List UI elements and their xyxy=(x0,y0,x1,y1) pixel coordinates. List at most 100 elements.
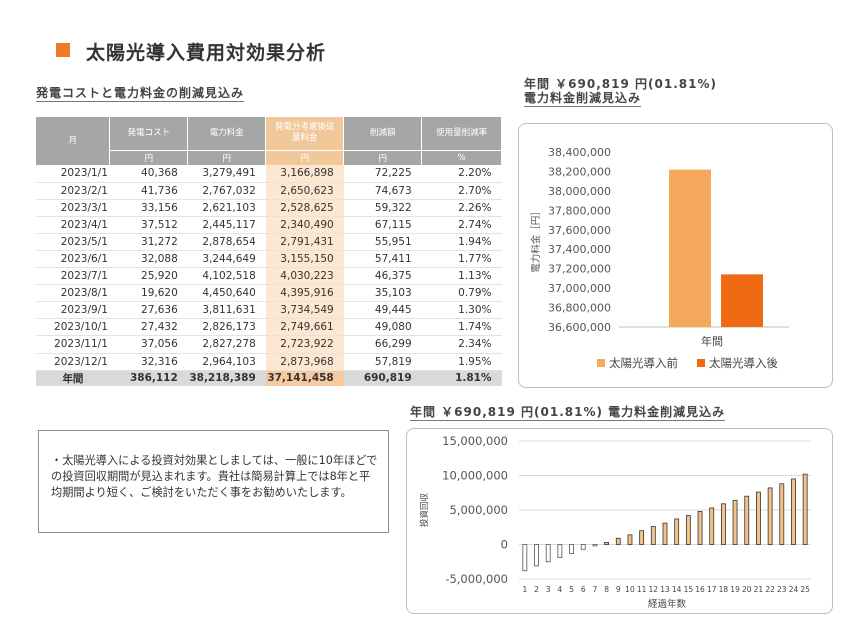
table-cell: 66,299 xyxy=(343,335,422,354)
payback-bar xyxy=(557,544,563,559)
payback-bar xyxy=(791,478,796,545)
bar-after xyxy=(721,274,763,327)
x-tick-label: 19 xyxy=(730,585,740,594)
unit-cell: 円 xyxy=(109,149,189,165)
month-cell: 2023/4/1 xyxy=(36,216,110,234)
table-cell: 3,166,898 xyxy=(265,165,344,183)
legend-label: 太陽光導入前 xyxy=(609,356,678,370)
col-header-power-fee: 電力料金 xyxy=(187,117,267,150)
payback-bar xyxy=(604,542,610,545)
table-row: 2023/8/1 19,620 4,450,640 4,395,916 35,103 0.… xyxy=(36,284,502,303)
table-row: 2023/4/1 37,512 2,445,117 2,340,490 67,115 2.… xyxy=(36,216,502,234)
table-cell: 1.94% xyxy=(421,233,502,251)
table-row: 2023/11/1 37,056 2,827,278 2,723,922 66,299 2… xyxy=(36,335,502,354)
table-row: 2023/5/1 31,272 2,878,654 2,791,431 55,951 1.… xyxy=(36,233,502,251)
x-tick-label: 24 xyxy=(789,585,799,594)
col-header-adjusted-fee-line1: 発電分考慮後従 xyxy=(275,122,335,133)
payback-bar xyxy=(592,544,598,547)
payback-chart-title: 年間 ￥690,819 円(01.81%) 電力料金削減見込み xyxy=(410,405,726,421)
table-header-row: 月 発電コスト 電力料金 発電分考慮後従 量料金 削減額 使用量削減率 xyxy=(36,117,502,165)
title-accent-square xyxy=(56,43,70,57)
table-total-row: 年間 386,112 38,218,389 37,141,458 690,819 1.81… xyxy=(36,370,502,387)
table-cell: 57,411 xyxy=(343,250,422,269)
table-cell: 37,141,458 xyxy=(265,370,344,387)
y-axis-title: 電力料金［円］ xyxy=(530,206,542,273)
y-tick-label: 38,400,000 xyxy=(548,146,611,159)
table-cell: 1.13% xyxy=(421,267,502,286)
table-units-row: 円 円 円 円 % xyxy=(36,149,502,165)
month-cell: 2023/11/1 xyxy=(36,335,110,354)
table-cell: 4,450,640 xyxy=(187,284,266,303)
table-cell: 2,650,623 xyxy=(265,182,344,200)
savings-table: 月 発電コスト 電力料金 発電分考慮後従 量料金 削減額 使用量削減率 円 円 円… xyxy=(36,117,502,387)
payback-bar xyxy=(580,544,586,550)
y-tick-label: 0 xyxy=(501,538,508,552)
table-cell: 2,340,490 xyxy=(265,216,344,234)
bar-chart-title: 年間 ￥690,819 円(01.81%) xyxy=(524,77,717,91)
table-cell: 35,103 xyxy=(343,284,422,303)
payback-bar xyxy=(569,544,574,554)
payback-chart-panel: -5,000,000 0 5,000,000 10,000,000 15,000,000… xyxy=(406,428,833,614)
x-tick-label: 25 xyxy=(800,585,810,594)
payback-chart: -5,000,000 0 5,000,000 10,000,000 15,000,000… xyxy=(419,434,811,610)
table-cell: 2,878,654 xyxy=(187,233,266,251)
table-cell: 74,673 xyxy=(343,182,422,200)
month-cell: 2023/3/1 xyxy=(36,199,110,217)
table-cell: 41,736 xyxy=(109,182,188,200)
bar-chart-subtitle: 電力料金削減見込み xyxy=(524,91,642,107)
table-row: 2023/9/1 27,636 3,811,631 3,734,549 49,445 1.… xyxy=(36,301,502,320)
table-cell: 27,636 xyxy=(109,301,188,320)
table-cell: 1.95% xyxy=(421,353,502,371)
x-tick-label: 9 xyxy=(616,585,621,594)
table-cell: 3,279,491 xyxy=(187,165,266,183)
y-tick-label: 36,600,000 xyxy=(548,321,611,334)
payback-bar xyxy=(767,487,773,545)
table-cell: 386,112 xyxy=(109,370,188,387)
y-tick-label: 37,200,000 xyxy=(548,263,611,276)
payback-bar xyxy=(744,495,750,545)
table-cell: 3,734,549 xyxy=(265,301,344,320)
table-cell: 3,244,649 xyxy=(187,250,266,269)
table-cell: 2,791,431 xyxy=(265,233,344,251)
payback-bar xyxy=(545,544,551,563)
table-cell: 2.74% xyxy=(421,216,502,234)
table-cell: 4,030,223 xyxy=(265,267,344,286)
bar-before xyxy=(669,169,711,327)
x-tick-label: 22 xyxy=(765,585,775,594)
table-cell: 37,512 xyxy=(109,216,188,234)
x-tick-label: 5 xyxy=(569,585,574,594)
y-tick-label: 5,000,000 xyxy=(449,503,508,517)
table-row: 2023/7/1 25,920 4,102,518 4,030,223 46,375 1.… xyxy=(36,267,502,286)
page-title: 太陽光導入費用対効果分析 xyxy=(86,42,327,64)
table-cell: 2,445,117 xyxy=(187,216,266,234)
col-header-reduction: 削減額 xyxy=(343,117,423,150)
x-tick-label: 17 xyxy=(707,585,717,594)
payback-bar xyxy=(756,491,761,545)
unit-cell: % xyxy=(421,149,502,165)
table-row: 2023/2/1 41,736 2,767,032 2,650,623 74,673 2.… xyxy=(36,182,502,200)
table-cell: 2,528,625 xyxy=(265,199,344,217)
table-cell: 2.70% xyxy=(421,182,502,200)
x-tick-label: 15 xyxy=(684,585,694,594)
table-cell: 32,088 xyxy=(109,250,188,269)
table-cell: 37,056 xyxy=(109,335,188,354)
table-cell: 31,272 xyxy=(109,233,188,251)
note-textbox: ・太陽光導入による投資対効果としましては、一般に10年ほどでの投資回収期間が見込… xyxy=(38,430,389,533)
x-tick-label: 8 xyxy=(604,585,609,594)
table-row: 2023/6/1 32,088 3,244,649 3,155,150 57,411 1.… xyxy=(36,250,502,269)
table-cell: 4,395,916 xyxy=(265,284,344,303)
table-cell: 2,964,103 xyxy=(187,353,266,371)
table-cell: 67,115 xyxy=(343,216,422,234)
x-tick-label: 14 xyxy=(672,585,682,594)
table-cell: 2,827,278 xyxy=(187,335,266,354)
x-tick-label: 10 xyxy=(625,585,635,594)
table-cell: 2.20% xyxy=(421,165,502,183)
annual-comparison-chart: 36,600,000 36,800,000 37,000,000 37,200,000… xyxy=(530,146,789,370)
table-cell: 32,316 xyxy=(109,353,188,371)
legend-swatch xyxy=(697,359,705,367)
table-row: 2023/12/1 32,316 2,964,103 2,873,968 57,819 1… xyxy=(36,353,502,371)
payback-bar xyxy=(802,473,808,545)
table-cell: 3,155,150 xyxy=(265,250,344,269)
col-header-reduction-rate: 使用量削減率 xyxy=(421,117,502,150)
payback-bar xyxy=(615,537,621,545)
